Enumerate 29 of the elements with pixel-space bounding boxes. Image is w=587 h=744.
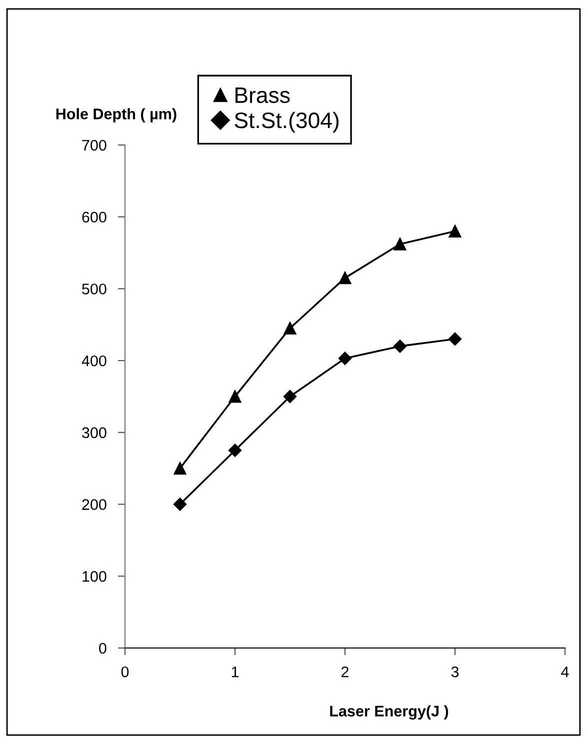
y-tick-label: 0 [99,642,106,654]
y-axis-title: Hole Depth ( µm) [56,108,176,122]
y-tick-label: 100 [82,571,106,582]
legend-label: Brass [236,88,290,104]
point [338,272,352,284]
x-axis-title: Laser Energy(J ) [330,705,448,720]
point [173,498,187,511]
y-tick-label: 600 [82,212,106,223]
point [394,238,406,250]
x-tick-label: 4 [561,666,569,678]
point [174,462,186,475]
point [448,224,462,238]
point [448,332,462,346]
y-tick-label: 300 [82,427,106,438]
y-tick-label: 400 [82,355,106,366]
x-tick-label: 1 [232,666,239,678]
point [283,390,297,404]
x-tick-label: 3 [451,666,459,678]
point [228,390,242,403]
point [338,352,352,366]
y-tick-label: 200 [82,499,106,510]
y-tick-label: 500 [82,284,106,294]
x-tick-label: 2 [342,666,348,678]
point [393,340,407,353]
point [228,444,242,457]
point [284,322,296,334]
x-tick-label: 0 [121,666,129,678]
y-tick-label: 700 [82,140,106,151]
legend-label: St.St.(304) [234,112,339,133]
